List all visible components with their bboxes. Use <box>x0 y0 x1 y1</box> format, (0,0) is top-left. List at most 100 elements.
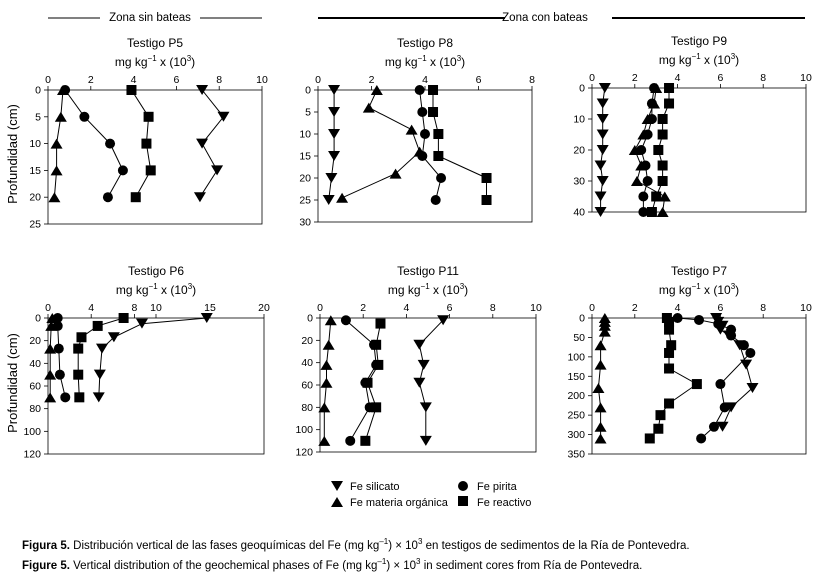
panel-p6-series-tri-down-point <box>107 332 120 343</box>
panel-p5-x-tick-label: 2 <box>88 74 94 86</box>
panel-p7-series-tri-up-point <box>598 320 611 331</box>
panel-p6-series-circle-point <box>60 392 71 403</box>
panel-p6-y-tick-label: 40 <box>29 358 41 370</box>
panel-p11-series-tri-down <box>413 315 450 446</box>
panel-p11-series-square <box>360 318 386 446</box>
panel-p8-y-tick-label: 25 <box>299 195 311 207</box>
panel-p6-y-tick-label: 20 <box>29 335 41 347</box>
panel-p9-y-tick-label: 10 <box>573 114 585 126</box>
panel-p7-series-circle-point <box>715 379 726 390</box>
caption-es-text: Distribución vertical de las fases geoqu… <box>69 539 380 552</box>
panel-p7-y-tick-label: 350 <box>567 449 585 461</box>
panel-p7-series-square-point <box>664 316 675 327</box>
panel-p5-y-tick-label: 10 <box>29 138 41 150</box>
caption-es-mid: ) × 10 <box>388 539 418 552</box>
panel-p7-series-circle-point <box>719 402 730 413</box>
panel-p6-series-circle <box>52 313 71 403</box>
panel-p6-series-tri-down-point <box>96 343 108 354</box>
panel-p5-series-circle-point <box>60 85 71 95</box>
panel-p9-series-tri-up-point <box>630 176 643 186</box>
y-axis-label-bottom: Profundidad (cm) <box>5 333 20 433</box>
unit-part-mid: x (10 <box>427 55 457 69</box>
panel-p8-series-tri-up <box>336 85 426 203</box>
panel-p9-y-tick-label: 20 <box>573 145 585 157</box>
panel-p7-series-square-point <box>644 433 655 444</box>
panel-p11-series-tri-up-point <box>318 402 331 413</box>
panel-p7-series-square-point <box>664 347 675 358</box>
panel-p6-series-square-point <box>76 332 87 343</box>
panel-p6-series-tri-down <box>92 313 213 403</box>
panel-p7-series-circle-point <box>672 313 683 323</box>
panel-p9-series-square-point <box>657 176 668 186</box>
panel-p9-series-tri-up-point <box>656 207 669 217</box>
unit-part-base: mg kg <box>116 283 149 297</box>
panel-p9-series-square-point <box>664 98 675 109</box>
unit-part-base: mg kg <box>388 283 421 297</box>
panel-p9-series-tri-down <box>594 83 611 217</box>
panel-p6-y-tick-label: 0 <box>35 313 41 325</box>
panel-p11-y-tick-label: 120 <box>295 447 313 459</box>
panel-p9-series-tri-down-point <box>594 160 607 171</box>
panel-p8-series-tri-up-point <box>336 192 349 203</box>
panel-p8-series-square-point <box>481 173 492 183</box>
panel-p7-y-tick-label: 0 <box>579 313 585 325</box>
panel-p7-series-tri-down-point <box>716 421 729 432</box>
unit-part-sup1: −1 <box>148 54 158 63</box>
panel-p7-x-tick-label: 8 <box>760 302 766 314</box>
panel-p8-series-tri-down-point <box>328 85 341 95</box>
unit-part-mid: x (10 <box>157 55 187 69</box>
panel-p5-y-tick-label: 0 <box>35 85 41 97</box>
panel-p7-series-square <box>644 313 702 444</box>
panel-p6-x-tick-label: 0 <box>45 302 51 314</box>
panel-p5-x-tick-label: 6 <box>173 74 179 86</box>
panel-p8-series-circle-line <box>419 89 442 201</box>
panel-p6-series-square <box>73 313 129 403</box>
panel-p11-x-tick-label: 6 <box>447 302 453 314</box>
panel-p11-series-square-point <box>375 318 386 329</box>
panel-p6-series-square-point <box>73 369 84 380</box>
panel-p5-series-circle-point <box>117 165 128 176</box>
panel-p6-series-tri-down-point <box>135 318 148 329</box>
unit-part-sup1: −1 <box>421 282 431 291</box>
panel-p7-series-square-point <box>653 423 664 434</box>
panel-p8-series-circle-point <box>414 85 425 95</box>
panel-p6-series-tri-down-point <box>200 313 213 323</box>
panel-p6-series-tri-down-line <box>98 317 207 398</box>
legend: Fe silicato Fe materia orgánica Fe pirit… <box>331 481 531 509</box>
panel-p8-series-square <box>428 85 492 205</box>
panel-p6-x-tick-label: 20 <box>258 302 270 314</box>
panel-p9-x-tick-label: 6 <box>717 72 723 84</box>
panel-p9-series-tri-down-point <box>594 191 607 202</box>
panel-p7-series-circle-point <box>726 330 737 341</box>
panel-p9-series-square-point <box>657 114 668 124</box>
legend-organica-marker <box>331 497 343 507</box>
panel-p8-series-circle-point <box>420 129 430 139</box>
panel-p7-series-circle <box>672 313 756 444</box>
panel-p5-x-tick-label: 10 <box>256 74 268 86</box>
panel-p9-series-circle-point <box>638 207 649 217</box>
legend-reactivo-marker <box>458 496 468 506</box>
legend-silicato-marker <box>331 481 343 491</box>
panel-p7-series-square-point <box>691 379 702 390</box>
panel-p5-frame <box>47 89 263 225</box>
unit-part-end: ) <box>464 283 468 297</box>
panel-p6-y-tick-label: 80 <box>29 403 41 415</box>
panel-p11-series-square-point <box>371 402 382 413</box>
panel-p11-y-tick-label: 0 <box>307 313 313 325</box>
panel-p8-series-tri-up-point <box>370 85 383 95</box>
caption-es: Figura 5. Distribución vertical de las f… <box>22 537 690 552</box>
panel-p11-series-square-point <box>371 339 382 350</box>
panel-p5-series-tri-up-point <box>50 138 63 149</box>
panel-p8-series-tri-down-point <box>328 107 341 117</box>
panel-p8-series-tri-up-point <box>389 168 402 179</box>
panel-p9-series-circle-point <box>638 191 649 202</box>
panel-p9-x-tick-label: 10 <box>800 72 812 84</box>
panel-p5-series-tri-up <box>48 85 69 203</box>
panel-p11-series-tri-up-point <box>320 377 333 388</box>
panel-p9-title: Testigo P9 <box>671 34 727 48</box>
panel-p8-series-circle-point <box>417 151 428 161</box>
unit-part-sup1: −1 <box>692 282 702 291</box>
panel-p11-unit-label: mg kg−1 x (103) <box>388 282 468 297</box>
panel-p7-x-tick-label: 6 <box>717 302 723 314</box>
